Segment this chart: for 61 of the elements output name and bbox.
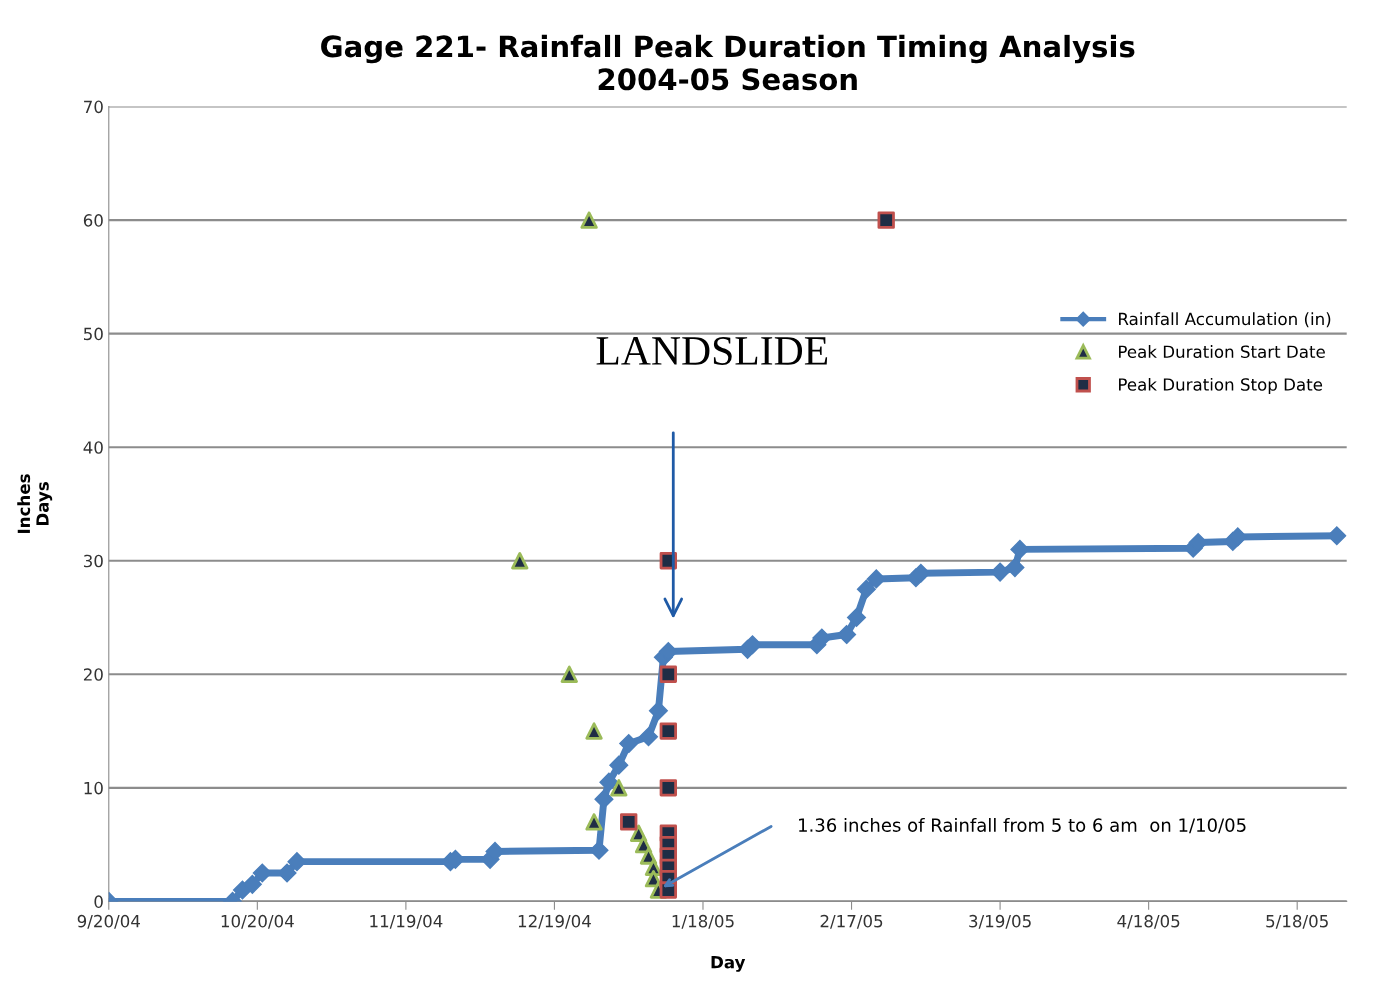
point bbox=[877, 211, 895, 229]
point bbox=[638, 727, 659, 747]
point bbox=[610, 779, 628, 797]
point bbox=[1228, 527, 1248, 547]
point bbox=[609, 755, 629, 775]
x-tick-label: 9/20/04 bbox=[77, 914, 140, 929]
point bbox=[585, 722, 603, 740]
point bbox=[658, 642, 678, 662]
x-tick-label: 4/18/05 bbox=[1117, 914, 1180, 929]
x-tick-label: 10/20/04 bbox=[221, 914, 294, 929]
point bbox=[585, 813, 603, 831]
point bbox=[856, 579, 876, 599]
point bbox=[242, 874, 262, 894]
y-tick-label: 70 bbox=[84, 100, 103, 114]
point bbox=[659, 665, 677, 683]
y-axis-title: Inches Days bbox=[17, 474, 53, 533]
point bbox=[287, 852, 307, 872]
point bbox=[277, 863, 297, 883]
x-tick-label: 3/19/05 bbox=[969, 914, 1031, 929]
y-tick-label: 50 bbox=[84, 327, 103, 341]
y-tick-label: 10 bbox=[84, 781, 103, 795]
x-tick-label: 2/17/05 bbox=[820, 914, 883, 929]
point bbox=[1005, 558, 1025, 578]
legend-label: Peak Duration Stop Date bbox=[1119, 377, 1323, 395]
point bbox=[990, 562, 1010, 582]
point bbox=[589, 840, 609, 860]
point bbox=[911, 563, 931, 583]
point bbox=[837, 625, 857, 645]
point bbox=[620, 813, 638, 831]
x-tick-label: 5/18/05 bbox=[1266, 914, 1328, 929]
chart-title: Gage 221- Rainfall Peak Duration Timing Analysis 2004-05 Season bbox=[321, 34, 1135, 91]
point bbox=[1327, 526, 1347, 546]
point bbox=[648, 701, 668, 721]
point bbox=[1188, 533, 1208, 553]
y-tick-label: 40 bbox=[83, 441, 103, 454]
point bbox=[560, 665, 578, 683]
legend-label: Rainfall Accumulation (in) bbox=[1119, 312, 1331, 328]
y-tick-label: 20 bbox=[83, 668, 103, 681]
point bbox=[599, 772, 619, 792]
point bbox=[252, 863, 272, 883]
y-tick-label: 60 bbox=[83, 214, 103, 227]
x-tick-label: 1/18/05 bbox=[672, 914, 734, 929]
legend-label: Peak Duration Start Date bbox=[1119, 345, 1325, 359]
point bbox=[594, 789, 614, 809]
point bbox=[659, 779, 677, 797]
annotation: 1.36 inches of Rainfall from 5 to 6 am on 1/10/05 bbox=[799, 817, 1246, 834]
point bbox=[659, 722, 677, 740]
point bbox=[485, 841, 505, 861]
y-tick-label: 30 bbox=[83, 554, 103, 568]
point bbox=[846, 607, 867, 628]
point bbox=[511, 552, 529, 570]
point bbox=[619, 734, 639, 754]
annotation: LANDSLIDE bbox=[596, 336, 828, 365]
point bbox=[866, 569, 886, 589]
point bbox=[742, 635, 763, 655]
point bbox=[1010, 539, 1030, 559]
x-tick-label: 11/19/04 bbox=[370, 914, 443, 929]
x-axis-title: Day bbox=[711, 956, 746, 972]
y-tick-label: 0 bbox=[94, 895, 103, 908]
x-tick-label: 12/19/04 bbox=[518, 914, 591, 929]
point bbox=[580, 211, 598, 229]
